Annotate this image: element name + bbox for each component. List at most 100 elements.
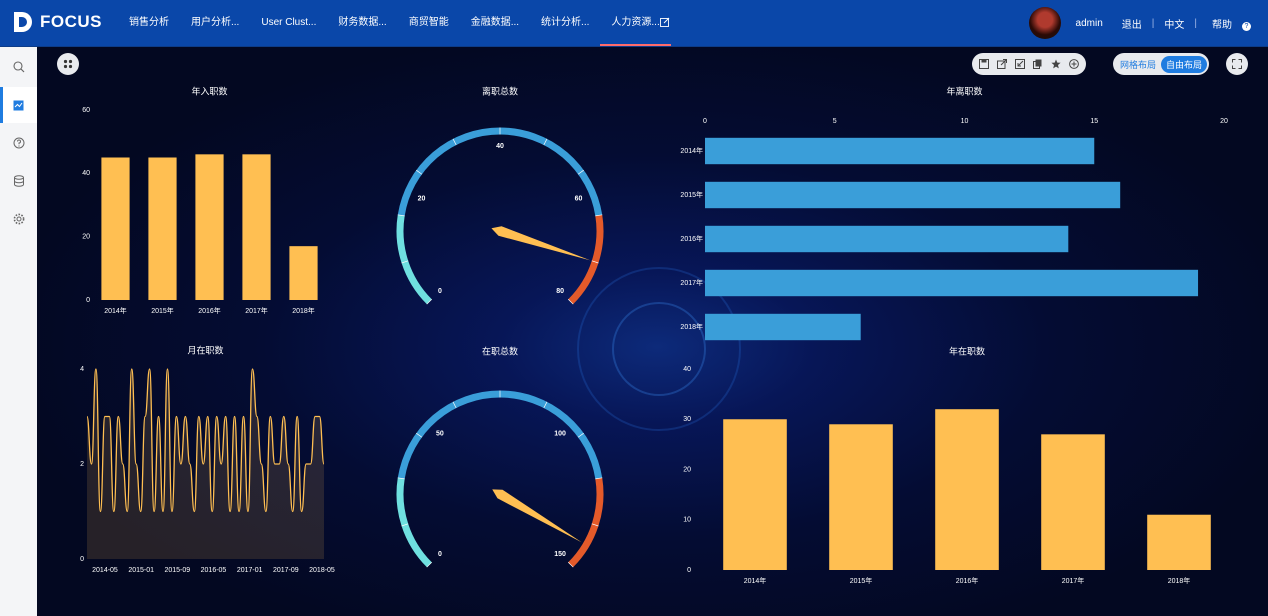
save-button[interactable] — [978, 58, 990, 70]
user-area: admin 退出 | 中文 | 帮助? — [1028, 0, 1268, 46]
fullscreen-button[interactable] — [1226, 53, 1248, 75]
favorite-button[interactable] — [1050, 58, 1062, 70]
nav-tab-user-analysis[interactable]: 用户分析... — [191, 17, 240, 28]
sidebar-dashboard[interactable] — [0, 87, 37, 123]
bar — [705, 225, 1069, 253]
sidebar-search[interactable] — [0, 49, 37, 85]
grid-icon — [63, 59, 73, 69]
background-decoration — [612, 302, 706, 396]
gauge-tick-label: 80 — [556, 288, 564, 295]
nav-tab-statistics[interactable]: 统计分析... — [541, 17, 590, 28]
bar — [723, 419, 787, 570]
fullscreen-icon — [1232, 59, 1242, 69]
y-tick-label: 0 — [86, 297, 90, 304]
y-tick-label: 60 — [82, 107, 90, 114]
bar — [705, 137, 1095, 165]
import-button[interactable] — [1014, 58, 1026, 70]
chart-hires: 年入职数 0 20 40 60 2014年 2015年 2016年 2017年 2018年 — [82, 85, 318, 315]
gauge-tick-label: 20 — [418, 195, 426, 202]
gauge-pointer — [491, 226, 591, 261]
bar — [705, 313, 861, 341]
x-tick-label: 2015-01 — [128, 567, 154, 574]
copy-button[interactable] — [1032, 58, 1044, 70]
star-icon — [1051, 59, 1061, 69]
logo[interactable]: FOCUS — [12, 10, 102, 34]
gauge-tick-label: 100 — [554, 431, 566, 438]
gauge-tick — [591, 523, 599, 527]
y-tick-label: 2016年 — [680, 234, 703, 243]
chart-active-gauge: 在职总数 0 50 100 150 — [396, 345, 604, 568]
x-tick-label: 2015-09 — [164, 567, 190, 574]
bar — [289, 246, 318, 300]
sidebar-settings[interactable] — [0, 201, 37, 237]
y-tick-label: 4 — [80, 366, 84, 373]
x-tick-label: 20 — [1220, 118, 1228, 125]
y-tick-label: 2 — [80, 461, 84, 468]
x-tick-label: 2014年 — [744, 576, 767, 585]
edit-icon[interactable] — [660, 17, 670, 27]
database-icon — [13, 175, 24, 187]
y-tick-label: 2014年 — [680, 146, 703, 155]
gauge-band — [396, 214, 432, 305]
gear-icon — [13, 213, 24, 225]
logo-text: FOCUS — [40, 12, 102, 31]
sidebar-help[interactable] — [0, 125, 37, 161]
help-link[interactable]: 帮助? — [1207, 16, 1256, 31]
sidebar-data[interactable] — [0, 163, 37, 199]
bar — [242, 154, 271, 300]
gauge-tick — [401, 260, 409, 264]
gauge-tick — [595, 214, 603, 217]
save-icon — [979, 59, 989, 69]
import-icon — [1015, 59, 1025, 69]
y-tick-label: 0 — [80, 556, 84, 563]
app-grid-button[interactable] — [57, 53, 79, 75]
gauge-tick — [543, 401, 548, 409]
x-tick-label: 10 — [961, 118, 969, 125]
bar — [705, 269, 1199, 297]
x-tick-label: 2015年 — [850, 576, 873, 585]
nav-tab-commerce[interactable]: 商贸智能 — [408, 17, 449, 28]
background-decoration — [577, 267, 741, 431]
y-tick-label: 40 — [82, 170, 90, 177]
bar — [705, 181, 1121, 209]
x-tick-label: 15 — [1090, 118, 1098, 125]
gauge-band — [397, 390, 603, 479]
chart-title: 月在职数 — [187, 344, 223, 355]
nav-tab-sales[interactable]: 销售分析 — [129, 17, 169, 28]
gauge-tick — [543, 138, 548, 146]
export-icon — [997, 59, 1007, 69]
add-button[interactable] — [1068, 58, 1080, 70]
gauge-tick — [397, 477, 405, 480]
plus-circle-icon — [1069, 59, 1079, 69]
y-tick-label: 2017年 — [680, 278, 703, 287]
gauge-band — [396, 477, 432, 568]
dashboard-toolbar — [972, 53, 1086, 75]
y-tick-label: 10 — [683, 517, 691, 524]
avatar[interactable] — [1028, 7, 1061, 39]
nav-tab-hr[interactable]: 人力资源... — [600, 0, 672, 46]
nav-tab-financial-data[interactable]: 金融数据... — [470, 17, 520, 28]
separator: | — [1194, 17, 1197, 29]
x-tick-label: 2015年 — [151, 306, 174, 315]
logout-link[interactable]: 退出 — [1121, 19, 1142, 31]
chart-annual-leaves: 年离职数 0 5 10 15 20 2014年 2015年 2016年 2017年 2018年 — [680, 85, 1228, 341]
username[interactable]: admin — [1075, 17, 1103, 29]
nav-tab-finance[interactable]: 财务数据... — [338, 17, 387, 28]
chart-title: 在职总数 — [482, 345, 518, 356]
nav-tab-user-cluster[interactable]: User Clust... — [261, 17, 317, 28]
gauge-tick — [567, 298, 574, 305]
language-switch[interactable]: 中文 — [1164, 19, 1185, 31]
gauge-tick — [426, 298, 433, 305]
layout-grid-option[interactable]: 网格布局 — [1120, 59, 1157, 70]
x-tick-label: 2014-05 — [92, 567, 118, 574]
bar — [195, 154, 224, 300]
x-tick-label: 2017年 — [1062, 576, 1085, 585]
layout-free-option[interactable]: 自由布局 — [1161, 55, 1208, 73]
x-tick-label: 2014年 — [104, 306, 127, 315]
gauge-tick — [595, 477, 603, 480]
export-button[interactable] — [996, 58, 1008, 70]
y-tick-label: 0 — [687, 567, 691, 574]
gauge-tick-label: 40 — [496, 143, 504, 150]
chart-title: 离职总数 — [482, 85, 518, 96]
